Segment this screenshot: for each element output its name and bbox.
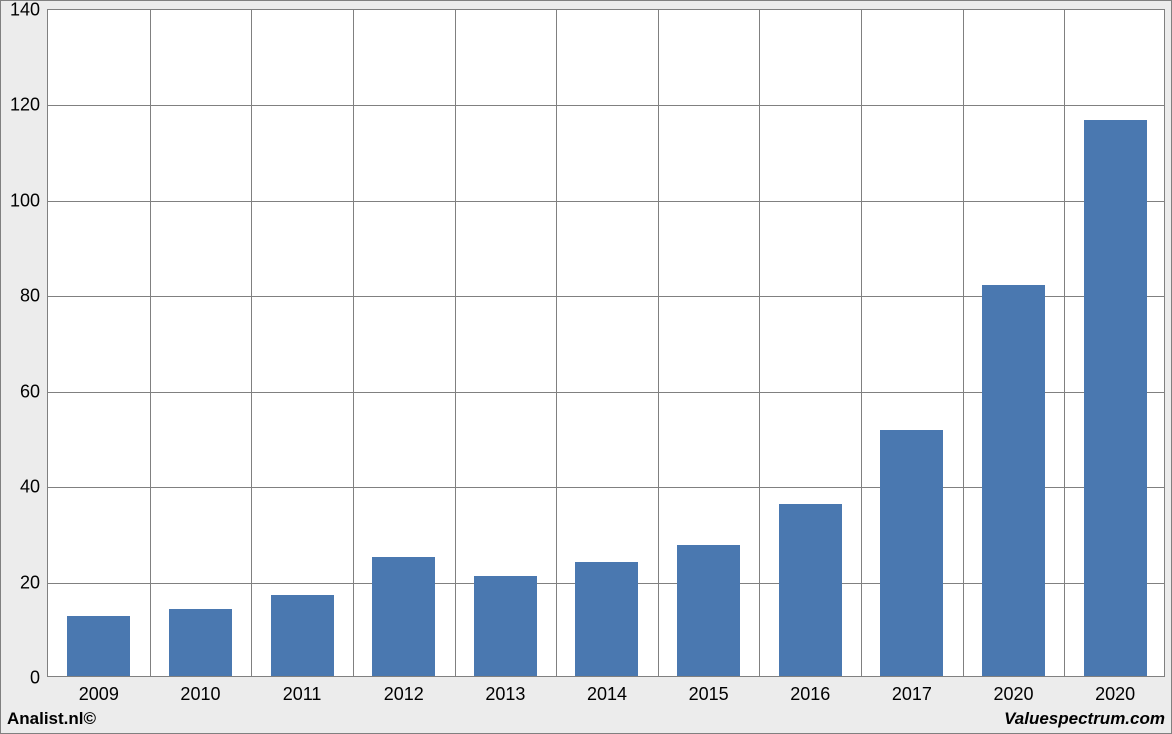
footer-left-text: Analist.nl© bbox=[7, 709, 96, 729]
y-axis-label: 40 bbox=[20, 477, 48, 498]
gridline-vertical bbox=[353, 10, 354, 676]
x-axis-label: 2015 bbox=[689, 676, 729, 705]
plot-area: 0204060801001201402009201020112012201320… bbox=[47, 9, 1165, 677]
y-axis-label: 0 bbox=[30, 668, 48, 689]
x-axis-label: 2013 bbox=[485, 676, 525, 705]
y-axis-label: 120 bbox=[10, 95, 48, 116]
x-axis-label: 2016 bbox=[790, 676, 830, 705]
gridline-horizontal bbox=[48, 201, 1164, 202]
x-axis-label: 2009 bbox=[79, 676, 119, 705]
bar bbox=[169, 609, 232, 676]
gridline-vertical bbox=[251, 10, 252, 676]
gridline-vertical bbox=[759, 10, 760, 676]
y-axis-label: 140 bbox=[10, 0, 48, 21]
y-axis-label: 20 bbox=[20, 572, 48, 593]
gridline-horizontal bbox=[48, 105, 1164, 106]
gridline-vertical bbox=[963, 10, 964, 676]
x-axis-label: 2010 bbox=[180, 676, 220, 705]
bar bbox=[1084, 120, 1147, 676]
bar bbox=[677, 545, 740, 676]
bar bbox=[271, 595, 334, 676]
gridline-vertical bbox=[556, 10, 557, 676]
bar bbox=[372, 557, 435, 676]
x-axis-label: 2012 bbox=[384, 676, 424, 705]
gridline-vertical bbox=[861, 10, 862, 676]
x-axis-label: 2011 bbox=[283, 676, 322, 705]
chart-container: 0 20 40 60 80 100 120 140 2009 2010 2011 2012 2013 20… bbox=[0, 0, 1172, 734]
y-axis-label: 80 bbox=[20, 286, 48, 307]
bar bbox=[474, 576, 537, 676]
bar bbox=[982, 285, 1045, 676]
y-axis-label: 100 bbox=[10, 190, 48, 211]
bar bbox=[779, 504, 842, 676]
footer-right-text: Valuespectrum.com bbox=[1004, 709, 1165, 729]
x-axis-label: 2020 bbox=[1095, 676, 1135, 705]
gridline-vertical bbox=[658, 10, 659, 676]
gridline-vertical bbox=[1064, 10, 1065, 676]
x-axis-label: 2020 bbox=[994, 676, 1034, 705]
gridline-vertical bbox=[150, 10, 151, 676]
x-axis-label: 2017 bbox=[892, 676, 932, 705]
y-axis-label: 60 bbox=[20, 381, 48, 402]
bar bbox=[575, 562, 638, 677]
x-axis-label: 2014 bbox=[587, 676, 627, 705]
gridline-vertical bbox=[455, 10, 456, 676]
bar bbox=[67, 616, 130, 676]
bar bbox=[880, 430, 943, 676]
